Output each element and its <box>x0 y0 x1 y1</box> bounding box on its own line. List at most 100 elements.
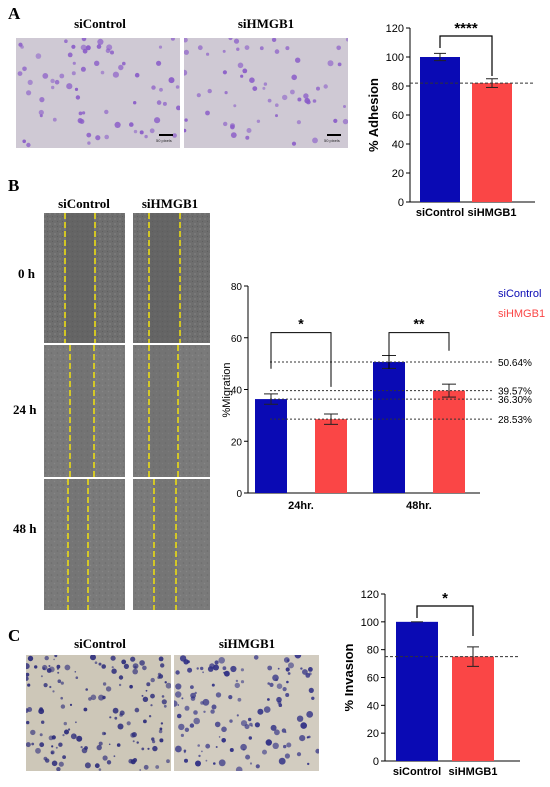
significance-bracket <box>439 35 493 76</box>
time-label-0h: 0 h <box>18 266 35 281</box>
cell-mark <box>55 746 58 749</box>
cell-mark <box>259 46 264 51</box>
cell-mark <box>142 665 147 671</box>
cell-mark <box>229 719 233 723</box>
cell-mark <box>39 707 43 712</box>
cell-mark <box>81 747 88 754</box>
cell-mark <box>285 46 290 51</box>
y-tick-label: 100 <box>386 52 404 64</box>
cell-mark <box>271 38 277 42</box>
cell-mark <box>197 45 203 51</box>
cell-mark <box>237 62 244 69</box>
y-tick-label: 80 <box>231 282 243 293</box>
cell-mark <box>228 695 233 700</box>
cell-mark <box>126 721 131 726</box>
reference-label: 36.30% <box>498 395 532 406</box>
cell-mark <box>195 760 201 767</box>
cell-mark <box>144 134 148 139</box>
panel-a-label-sicontrol: siControl <box>74 16 126 31</box>
cell-mark <box>151 85 156 90</box>
cell-mark <box>236 714 239 717</box>
cell-mark <box>202 671 204 674</box>
cell-mark <box>237 697 242 702</box>
cell-mark <box>215 746 218 748</box>
cell-mark <box>39 114 43 118</box>
cell-mark <box>129 122 134 127</box>
cell-mark <box>152 740 156 744</box>
cell-mark <box>94 60 100 66</box>
cell-mark <box>278 757 286 765</box>
cell-mark <box>157 676 161 679</box>
cell-mark <box>300 722 307 729</box>
cell-mark <box>111 668 117 674</box>
cell-mark <box>193 710 198 715</box>
cell-mark <box>230 124 235 130</box>
panel-a-label-sihmgb1: siHMGB1 <box>237 16 295 31</box>
cell-mark <box>132 668 138 675</box>
cell-mark <box>176 713 182 719</box>
cell-mark <box>218 657 225 664</box>
cell-mark <box>104 134 109 140</box>
cell-mark <box>272 742 279 749</box>
adhesion-image-sihmgb1: 50 pixels <box>184 38 348 148</box>
cell-mark <box>130 732 136 738</box>
cell-mark <box>337 62 342 67</box>
cell-mark <box>179 655 187 662</box>
cell-mark <box>161 695 165 698</box>
cell-mark <box>109 716 112 719</box>
cell-mark <box>274 49 280 54</box>
cell-mark <box>26 676 29 681</box>
cell-mark <box>26 663 30 670</box>
cell-mark <box>240 680 245 684</box>
cell-mark <box>152 745 158 752</box>
cell-mark <box>218 759 226 767</box>
cell-mark <box>56 664 61 669</box>
cell-mark <box>59 73 65 79</box>
cell-mark <box>82 111 86 115</box>
significance-label: * <box>442 590 448 607</box>
cell-mark <box>342 118 348 125</box>
cell-mark <box>134 72 140 78</box>
cell-mark <box>64 664 71 671</box>
cell-mark <box>175 683 182 690</box>
cell-mark <box>70 733 77 740</box>
cell-mark <box>234 682 240 689</box>
cell-mark <box>283 744 287 749</box>
cell-mark <box>312 137 318 144</box>
y-tick-label: 80 <box>392 81 404 93</box>
cell-mark <box>295 57 301 63</box>
cell-mark <box>221 726 227 733</box>
cell-mark <box>286 680 289 684</box>
cell-mark <box>158 656 164 662</box>
cell-mark <box>315 748 319 754</box>
cell-mark <box>215 692 222 698</box>
cell-mark <box>51 745 54 748</box>
reference-label: 39.57% <box>498 387 532 398</box>
cell-mark <box>267 665 273 671</box>
cell-mark <box>85 688 88 691</box>
cell-mark <box>307 762 310 766</box>
cell-mark <box>26 708 29 713</box>
cell-mark <box>139 769 142 771</box>
migration-chart: 0 20 40 60 80 %Migration 24hr. 48hr. 50.64% 39.57… <box>221 282 545 512</box>
significance-bracket <box>388 332 450 369</box>
cell-mark <box>236 47 240 51</box>
cell-mark <box>287 672 291 675</box>
cell-mark <box>160 663 165 668</box>
cell-mark <box>230 665 237 673</box>
cell-mark <box>26 142 31 148</box>
bar-sicontrol <box>420 57 460 202</box>
cell-mark <box>98 662 102 666</box>
cell-mark <box>68 728 71 731</box>
cell-mark <box>224 670 230 677</box>
cell-mark <box>159 727 163 731</box>
cell-mark <box>30 729 36 736</box>
cell-mark <box>274 729 280 736</box>
cell-mark <box>63 721 67 726</box>
cell-mark <box>96 44 102 49</box>
cell-mark <box>98 741 103 746</box>
cell-mark <box>283 657 290 663</box>
cell-mark <box>75 676 79 679</box>
cell-mark <box>190 685 194 689</box>
cell-mark <box>184 49 189 55</box>
